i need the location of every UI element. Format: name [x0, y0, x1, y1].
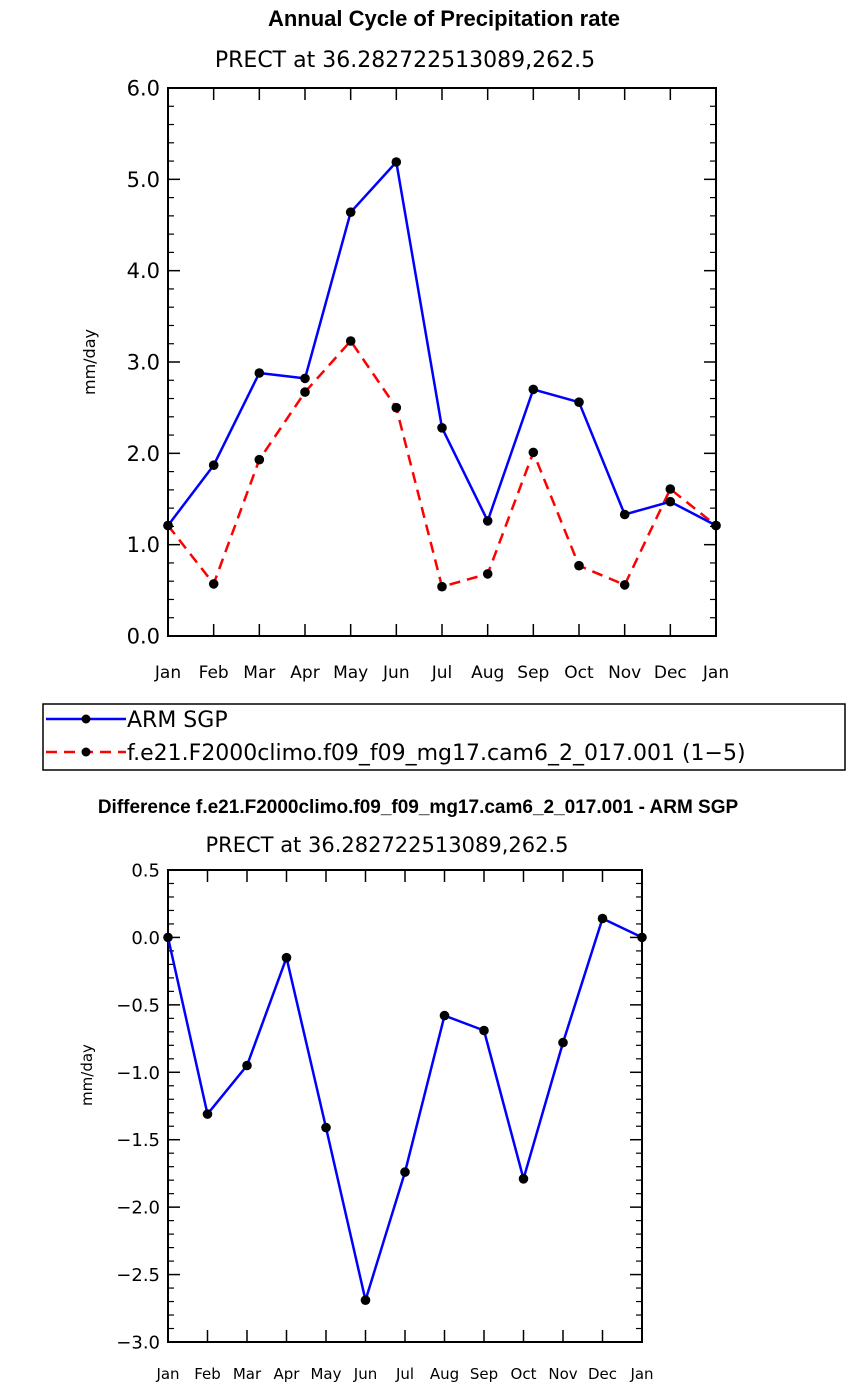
- chart2-series-0-line: [166, 917, 643, 1302]
- chart2-ytick-label: −2.0: [116, 1198, 160, 1219]
- chart2-series-0-point: [558, 1037, 568, 1048]
- chart1-series-0-point: [208, 460, 219, 471]
- chart2-series-0-point: [479, 1025, 489, 1036]
- chart1-title: Annual Cycle of Precipitation rate: [268, 6, 620, 31]
- chart2-series-0-point: [518, 1174, 529, 1184]
- chart2-frame: [167, 869, 643, 1343]
- chart1-series-1-point: [574, 560, 584, 571]
- chart1-ytick-label: 1.0: [127, 533, 160, 557]
- chart2-title: Difference f.e21.F2000climo.f09_f09_mg17…: [98, 797, 739, 818]
- chart2-xtick-label: Oct: [511, 1365, 537, 1383]
- legend-marker-model: [81, 747, 91, 757]
- chart1-xtick-label: Apr: [290, 663, 319, 683]
- chart2-ytick-label: −1.0: [116, 1063, 160, 1084]
- chart1-ytick-label: 6.0: [127, 77, 160, 101]
- chart1-series-1-point: [437, 581, 447, 592]
- chart1-series-1-line: [167, 339, 717, 588]
- chart2-ytick-label: 0.0: [131, 928, 160, 949]
- chart1-xtick-label: Dec: [654, 663, 687, 683]
- chart2-ytick-label: −0.5: [116, 995, 160, 1016]
- chart2-series-0-point: [242, 1060, 252, 1071]
- chart1-xtick-label: Mar: [243, 663, 275, 683]
- chart1-series-0-point: [619, 509, 630, 520]
- chart2-series-0-point: [321, 1122, 331, 1133]
- chart2-ytick-label: 0.5: [131, 860, 160, 881]
- chart1-series-1-point: [711, 520, 721, 531]
- chart1-series-0-point: [528, 384, 539, 395]
- chart1-series-1-point: [482, 569, 493, 579]
- chart1-series-1-point: [254, 454, 265, 465]
- chart2-xtick-label: Jan: [155, 1365, 179, 1383]
- chart1-xtick-label: Aug: [471, 663, 504, 683]
- chart1-frame: [167, 87, 717, 637]
- chart1-series-0-point: [574, 397, 584, 408]
- chart2-ylabel: mm/day: [78, 1044, 96, 1106]
- legend-label-arm: ARM SGP: [127, 708, 228, 733]
- chart1-subtitle: PRECT at 36.282722513089,262.5: [215, 48, 595, 73]
- chart2-series-0-point: [439, 1010, 450, 1021]
- chart1-ytick-label: 2.0: [127, 442, 160, 466]
- chart1-xtick-label: Feb: [199, 663, 229, 683]
- chart1-series-1-point: [528, 447, 539, 458]
- chart1-xtick-label: Jun: [382, 663, 410, 683]
- chart1-series-1-point: [345, 336, 356, 346]
- chart1-series-0-point: [254, 368, 265, 378]
- chart2-series-0-point: [597, 913, 608, 924]
- chart1-series-0-line: [167, 160, 717, 527]
- chart2-series-0-point: [360, 1295, 371, 1305]
- legend: ARM SGP f.e21.F2000climo.f09_f09_mg17.ca…: [42, 703, 846, 771]
- chart1-ytick-label: 0.0: [127, 625, 160, 649]
- chart1-xtick-label: Nov: [608, 663, 641, 683]
- chart1-ytick-label: 4.0: [127, 259, 160, 283]
- chart1-xtick-label: Jan: [702, 663, 729, 683]
- chart1-xtick-label: Jul: [431, 663, 453, 683]
- chart2-ytick-label: −1.5: [116, 1130, 160, 1151]
- legend-marker-arm: [81, 714, 91, 724]
- chart2-subtitle: PRECT at 36.282722513089,262.5: [206, 833, 569, 857]
- chart2-xtick-label: Jul: [395, 1365, 414, 1383]
- chart2-series-0-point: [400, 1167, 410, 1177]
- chart1-series-1-point: [665, 484, 676, 494]
- chart2-xtick-label: Jan: [629, 1365, 653, 1383]
- chart1-series-1-point: [163, 520, 173, 531]
- chart1-series-1-point: [619, 580, 630, 590]
- chart1-series-0-point: [300, 373, 310, 384]
- chart1-series-0-point: [437, 423, 447, 433]
- chart2-plot: Jan Feb Mar Apr May Jun Jul Aug Sep Oct Nov Dec Jan −…: [116, 860, 653, 1383]
- legend-box: [42, 703, 846, 771]
- chart2-series-0-point: [637, 932, 647, 943]
- chart2-xtick-label: Mar: [233, 1365, 262, 1383]
- chart1-series-0-point: [665, 496, 676, 507]
- chart2-series-0-point: [281, 952, 292, 963]
- chart2-xtick-label: Nov: [548, 1365, 577, 1383]
- chart2-series-0-point: [202, 1109, 213, 1119]
- chart1-series-1-point: [391, 402, 402, 413]
- chart2-ytick-label: −2.5: [116, 1265, 160, 1286]
- chart1-series-1-point: [300, 387, 310, 397]
- chart2-xtick-label: Sep: [470, 1365, 498, 1383]
- legend-label-model: f.e21.F2000climo.f09_f09_mg17.cam6_2_017…: [127, 741, 746, 766]
- chart2-ytick-label: −3.0: [116, 1332, 160, 1353]
- chart1-ytick-label: 5.0: [127, 168, 160, 192]
- chart1-plot: Jan Feb Mar Apr May Jun Jul Aug Sep Oct Nov Dec Jan 0…: [127, 77, 730, 683]
- chart1-series-0-point: [345, 207, 356, 217]
- chart2-xtick-label: Jun: [353, 1365, 377, 1383]
- chart1-series-1-point: [208, 579, 219, 589]
- chart1-xtick-label: Sep: [517, 663, 549, 683]
- chart1-ytick-label: 3.0: [127, 351, 160, 375]
- chart1-xtick-label: Oct: [564, 663, 594, 683]
- chart1-xtick-label: Jan: [154, 663, 181, 683]
- chart2-xtick-label: May: [310, 1365, 341, 1383]
- chart2-xtick-label: Apr: [274, 1365, 301, 1383]
- chart2-xtick-label: Feb: [194, 1365, 221, 1383]
- chart1-ylabel: mm/day: [80, 329, 99, 395]
- chart1-xtick-label: May: [333, 663, 368, 683]
- chart2-xtick-label: Dec: [588, 1365, 617, 1383]
- chart2-xtick-label: Aug: [430, 1365, 459, 1383]
- chart1-series-0-point: [482, 516, 493, 526]
- chart2-series-0-point: [163, 932, 173, 943]
- chart1-series-0-point: [391, 157, 402, 167]
